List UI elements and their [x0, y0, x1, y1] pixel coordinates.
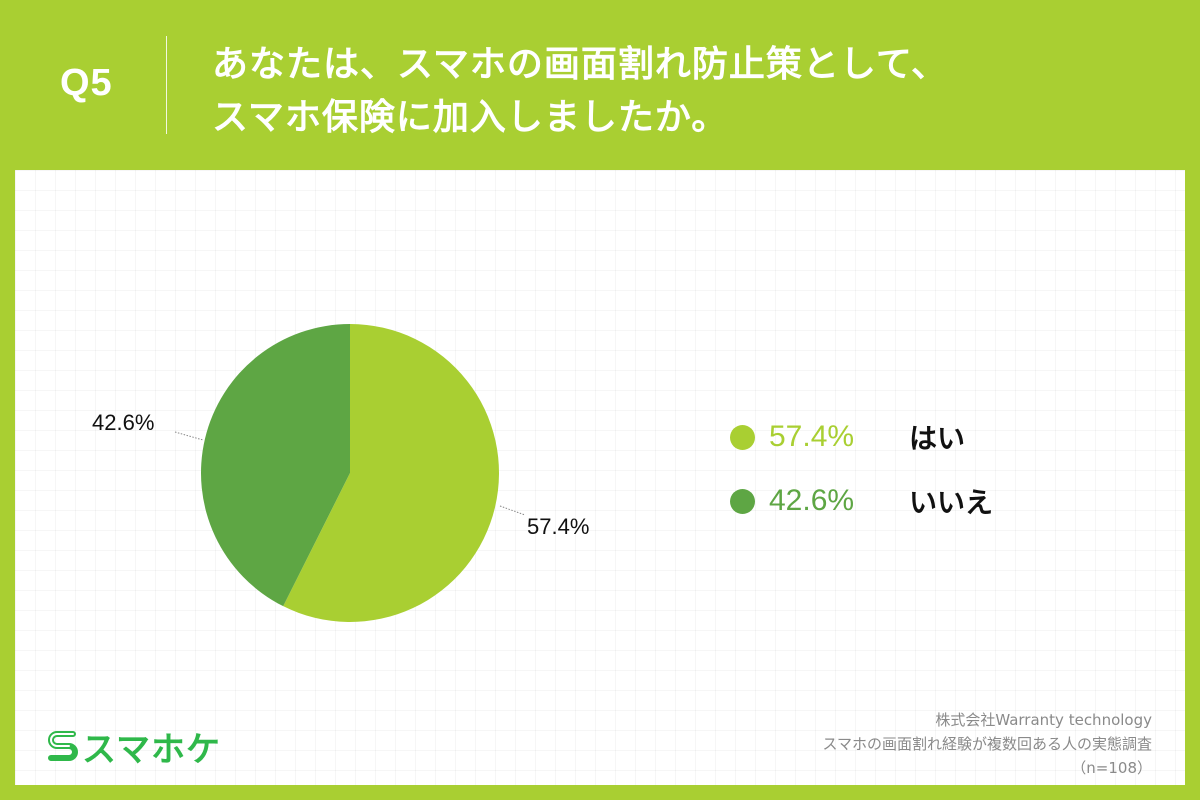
question-title: あなたは、スマホの画面割れ防止策として、 スマホ保険に加入しましたか。 — [212, 38, 948, 144]
source-note: 株式会社Warranty technology スマホの画面割れ経験が複数回ある… — [822, 708, 1152, 780]
source-survey: スマホの画面割れ経験が複数回ある人の実態調査 — [822, 735, 1152, 753]
leader-line-no — [174, 431, 204, 441]
legend-pct-no: 42.6% — [769, 484, 855, 517]
leader-line-yes — [499, 505, 526, 516]
source-sample-size: （n=108） — [1071, 759, 1152, 777]
question-title-line-1: あなたは、スマホの画面割れ防止策として、 — [212, 44, 949, 85]
legend-dot-icon-no — [730, 488, 755, 514]
header-divider — [166, 36, 167, 134]
header: Q5 あなたは、スマホの画面割れ防止策として、 スマホ保険に加入しましたか。 — [0, 0, 1200, 170]
logo-s-icon — [48, 730, 78, 761]
legend-label-yes: はい — [909, 422, 966, 455]
slice-label-no: 42.6% — [92, 410, 155, 435]
legend-dot-icon-yes — [730, 424, 755, 450]
chart-panel: 42.6% 57.4% 57.4% はい 42.6% いいえ スマホケ 株式会社… — [15, 170, 1185, 785]
legend: 57.4% はい 42.6% いいえ — [730, 405, 993, 533]
brand-logo: スマホケ — [48, 722, 221, 771]
logo-text: スマホケ — [82, 730, 221, 770]
source-company: 株式会社Warranty technology — [935, 711, 1152, 729]
pie-chart — [174, 324, 526, 622]
legend-pct-yes: 57.4% — [769, 420, 855, 453]
legend-item-no: 42.6% いいえ — [730, 469, 993, 533]
question-number: Q5 — [60, 62, 113, 104]
pie-slice-no — [200, 324, 350, 607]
question-title-line-2: スマホ保険に加入しましたか。 — [212, 97, 729, 138]
legend-label-no: いいえ — [909, 486, 994, 519]
legend-item-yes: 57.4% はい — [730, 405, 993, 469]
slice-label-yes: 57.4% — [527, 514, 590, 539]
pie-slice-yes — [283, 324, 499, 622]
